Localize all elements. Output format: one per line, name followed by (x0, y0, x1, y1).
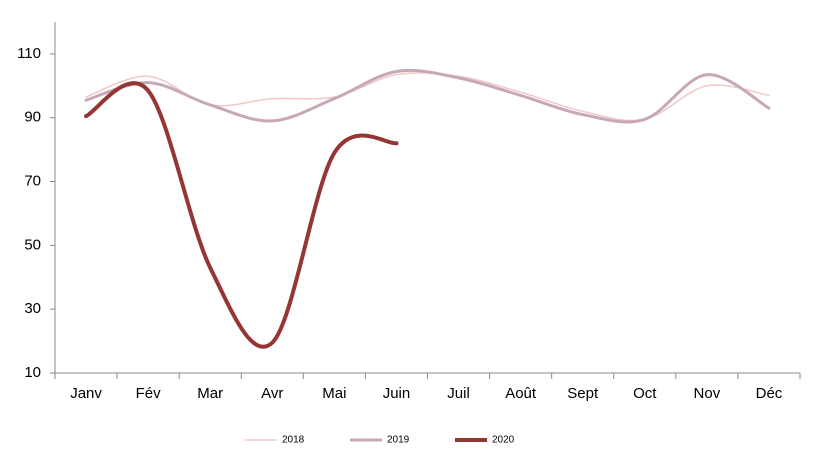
x-tick-label: Août (505, 385, 537, 402)
line-series (84, 68, 771, 124)
y-tick-label: 30 (24, 300, 41, 317)
y-tick-label: 70 (24, 173, 41, 190)
x-tick-label: Mar (197, 385, 223, 402)
x-tick-label: Nov (694, 385, 721, 402)
x-tick-label: Avr (261, 385, 283, 402)
x-tick-label: Juin (383, 385, 411, 402)
legend-label: 2019 (387, 435, 410, 446)
line-series (84, 81, 399, 349)
y-tick-label: 50 (24, 236, 41, 253)
x-tick-label: Fév (136, 385, 162, 402)
x-tick-label: Oct (633, 385, 657, 402)
x-tick-label: Mai (322, 385, 346, 402)
x-tick-label: Janv (70, 385, 102, 402)
y-tick-label: 10 (24, 364, 41, 381)
y-tick-label: 90 (24, 109, 41, 126)
x-tick-label: Sept (567, 385, 599, 402)
y-tick-label: 110 (17, 45, 41, 62)
legend-label: 2018 (282, 435, 305, 446)
x-tick-label: Juil (447, 385, 470, 402)
x-tick-label: Déc (756, 385, 783, 402)
legend-label: 2020 (492, 435, 515, 446)
